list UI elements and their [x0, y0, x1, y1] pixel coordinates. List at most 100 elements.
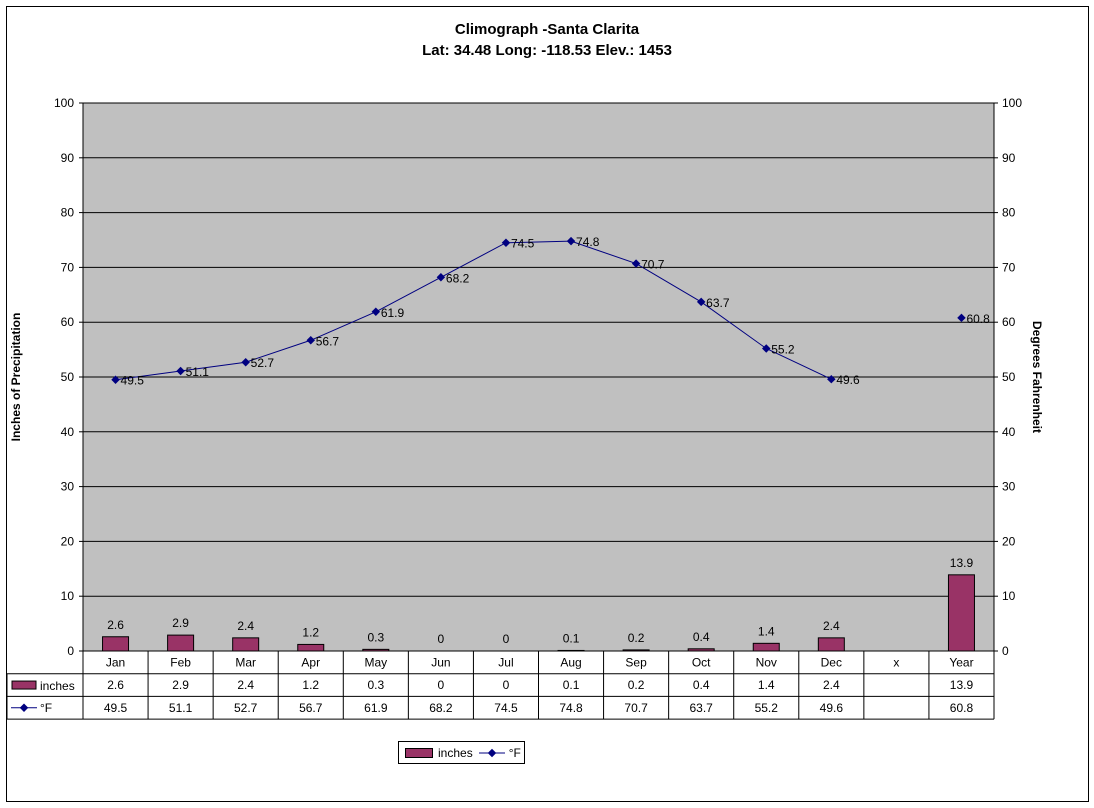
table-cell: 63.7 — [689, 701, 713, 715]
bar-data-label-Jul: 0 — [503, 632, 510, 646]
bar-Apr — [297, 643, 325, 652]
y-left-tick-label: 80 — [61, 206, 75, 220]
legend-entry-inches: inches — [399, 746, 473, 760]
x-tick-label-Feb: Feb — [170, 655, 191, 669]
table-cell: 70.7 — [624, 701, 648, 715]
table-cell: 0.4 — [693, 678, 710, 692]
table-cell: 0.2 — [628, 678, 645, 692]
bar-data-label-Oct: 0.4 — [693, 630, 710, 644]
table-row-label-temp: °F — [40, 701, 52, 715]
bar-Year — [947, 574, 975, 652]
bar-data-label-Nov: 1.4 — [758, 624, 775, 638]
bar-data-label-May: 0.3 — [367, 630, 384, 644]
y-right-tick-label: 50 — [1002, 370, 1016, 384]
temperature-line — [115, 240, 832, 381]
table-cell: 49.6 — [820, 701, 844, 715]
temp-data-label-Dec: 49.6 — [836, 373, 860, 387]
y-left-tick-label: 60 — [61, 315, 75, 329]
table-cell: 52.7 — [234, 701, 258, 715]
temp-marker-Year — [957, 313, 966, 323]
bar-Nov — [752, 642, 780, 652]
legend-label-inches: inches — [438, 745, 473, 760]
x-tick-label-Sep: Sep — [625, 655, 647, 669]
temp-data-label-Apr: 56.7 — [316, 334, 340, 348]
legend-entry-temp: °F — [473, 746, 521, 760]
y-left-tick-label: 20 — [61, 534, 75, 548]
temp-marker-Oct — [696, 297, 706, 307]
temp-marker-Sep — [631, 259, 641, 268]
bar-Feb — [167, 634, 195, 652]
legend-label-temp: °F — [508, 745, 521, 760]
x-tick-label-Nov: Nov — [756, 655, 777, 669]
y-left-tick-label: 70 — [61, 260, 75, 274]
x-tick-label-Jul: Jul — [498, 655, 513, 669]
x-tick-label-Mar: Mar — [235, 655, 256, 669]
chart-title-block: Climograph -Santa Clarita Lat: 34.48 Lon… — [0, 19, 1094, 61]
table-cell: 1.4 — [758, 678, 775, 692]
temp-marker-Feb — [176, 366, 185, 376]
table-cell: 51.1 — [169, 701, 193, 715]
bar-data-label-Feb: 2.9 — [172, 616, 189, 630]
temp-marker-Nov — [762, 344, 771, 353]
table-cell: 2.6 — [107, 678, 124, 692]
x-tick-label-Apr: Apr — [301, 655, 320, 669]
table-cell: 0 — [438, 678, 445, 692]
temp-marker-Apr — [306, 336, 315, 345]
chart-subtitle: Lat: 34.48 Long: -118.53 Elev.: 1453 — [422, 42, 672, 59]
bar-data-label-Mar: 2.4 — [237, 619, 254, 633]
table-cell: 49.5 — [104, 701, 128, 715]
temp-marker-Dec — [827, 374, 836, 384]
temp-data-label-Jun: 68.2 — [446, 271, 470, 285]
temp-data-label-Oct: 63.7 — [706, 296, 730, 310]
legend: inches °F — [398, 741, 525, 764]
bar-data-label-Year: 13.9 — [950, 556, 974, 570]
y-left-tick-label: 100 — [54, 96, 74, 110]
y-right-tick-label: 30 — [1002, 480, 1016, 494]
bar-data-label-Dec: 2.4 — [823, 619, 840, 633]
legend-bar-swatch — [405, 747, 433, 758]
y-right-tick-label: 20 — [1002, 534, 1016, 548]
table-cell: 0.1 — [563, 678, 580, 692]
x-tick-label-Aug: Aug — [560, 655, 581, 669]
y-left-tick-label: 30 — [61, 480, 75, 494]
table-cell: 0.3 — [367, 678, 384, 692]
table-cell: 2.4 — [823, 678, 840, 692]
bar-data-label-Aug: 0.1 — [563, 631, 580, 645]
table-key-marker — [19, 703, 29, 712]
temp-data-label-Year: 60.8 — [966, 312, 990, 326]
table-cell: 56.7 — [299, 701, 323, 715]
table-key-bar — [11, 680, 37, 690]
x-tick-label-May: May — [364, 655, 387, 669]
table-cell: 13.9 — [950, 678, 974, 692]
bar-data-label-Sep: 0.2 — [628, 631, 645, 645]
x-tick-label-Dec: Dec — [821, 655, 842, 669]
x-tick-label-x: x — [893, 655, 899, 669]
y-right-tick-label: 80 — [1002, 206, 1016, 220]
table-cell: 55.2 — [755, 701, 779, 715]
x-tick-label-Oct: Oct — [692, 655, 711, 669]
y-right-tick-label: 70 — [1002, 260, 1016, 274]
table-cell: 74.8 — [559, 701, 583, 715]
table-cell: 1.2 — [302, 678, 319, 692]
temp-data-label-Jul: 74.5 — [511, 237, 535, 251]
temp-data-label-May: 61.9 — [381, 306, 405, 320]
temp-marker-Jun — [436, 273, 446, 282]
x-tick-label-Jun: Jun — [431, 655, 450, 669]
temp-data-label-Mar: 52.7 — [251, 356, 275, 370]
y-left-tick-label: 10 — [61, 589, 75, 603]
legend-line-swatch — [478, 748, 505, 758]
y-right-tick-label: 100 — [1002, 96, 1022, 110]
table-cell: 2.4 — [237, 678, 254, 692]
y-left-tick-label: 90 — [61, 151, 75, 165]
y-left-tick-label: 40 — [61, 425, 75, 439]
temp-data-label-Feb: 51.1 — [186, 365, 210, 379]
temp-data-label-Nov: 55.2 — [771, 343, 795, 357]
temp-marker-Mar — [241, 357, 250, 367]
y-left-tick-label: 50 — [61, 370, 75, 384]
temp-marker-May — [371, 307, 381, 317]
y-left-tick-label: 0 — [67, 644, 74, 658]
table-cell: 60.8 — [950, 701, 974, 715]
bar-Dec — [817, 637, 845, 652]
bar-data-label-Apr: 1.2 — [302, 625, 319, 639]
